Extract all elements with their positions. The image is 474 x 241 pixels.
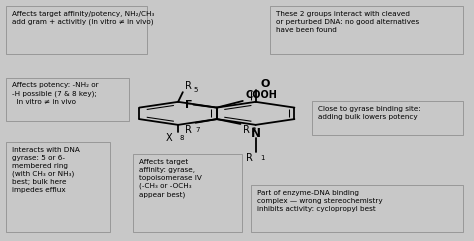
FancyBboxPatch shape bbox=[270, 6, 463, 54]
FancyBboxPatch shape bbox=[6, 142, 110, 233]
Text: 2: 2 bbox=[251, 127, 255, 133]
FancyBboxPatch shape bbox=[6, 78, 128, 120]
Text: O: O bbox=[260, 79, 270, 88]
FancyBboxPatch shape bbox=[133, 154, 242, 233]
Text: F: F bbox=[185, 100, 192, 110]
Text: 1: 1 bbox=[260, 155, 264, 161]
Text: 8: 8 bbox=[179, 134, 183, 141]
Text: 5: 5 bbox=[194, 87, 198, 93]
Text: N: N bbox=[251, 127, 261, 140]
Text: R: R bbox=[246, 154, 253, 163]
Text: R: R bbox=[185, 81, 192, 91]
Text: Part of enzyme-DNA binding
complex — wrong stereochemistry
inhibits activity: cy: Part of enzyme-DNA binding complex — wro… bbox=[257, 190, 383, 212]
Text: R: R bbox=[185, 125, 192, 135]
Text: Close to gyrase binding site:
adding bulk lowers potency: Close to gyrase binding site: adding bul… bbox=[318, 106, 421, 120]
FancyBboxPatch shape bbox=[6, 6, 147, 54]
Text: Affects target affinity/potency, NH₂/CH₃
add gram + activitiy (In vitro ≠ in viv: Affects target affinity/potency, NH₂/CH₃… bbox=[12, 11, 154, 25]
Text: Interacts with DNA
gyrase: 5 or 6-
membered ring
(with CH₃ or NH₃)
best; bulk he: Interacts with DNA gyrase: 5 or 6- membe… bbox=[12, 147, 80, 193]
Text: R: R bbox=[243, 125, 250, 135]
Text: COOH: COOH bbox=[245, 90, 277, 100]
Text: X: X bbox=[166, 133, 173, 143]
Text: Affects potency: -NH₂ or
-H possible (7 & 8 key);
  In vitro ≠ in vivo: Affects potency: -NH₂ or -H possible (7 … bbox=[12, 82, 99, 105]
Text: Affects target
affinity: gyrase,
topoisomerase IV
(-CH₃ or -OCH₃
appear best): Affects target affinity: gyrase, topoiso… bbox=[139, 159, 202, 198]
Text: These 2 groups interact with cleaved
or perturbed DNA: no good alternatives
have: These 2 groups interact with cleaved or … bbox=[276, 11, 419, 33]
FancyBboxPatch shape bbox=[251, 185, 463, 233]
Text: 7: 7 bbox=[195, 127, 200, 133]
FancyBboxPatch shape bbox=[312, 101, 463, 135]
